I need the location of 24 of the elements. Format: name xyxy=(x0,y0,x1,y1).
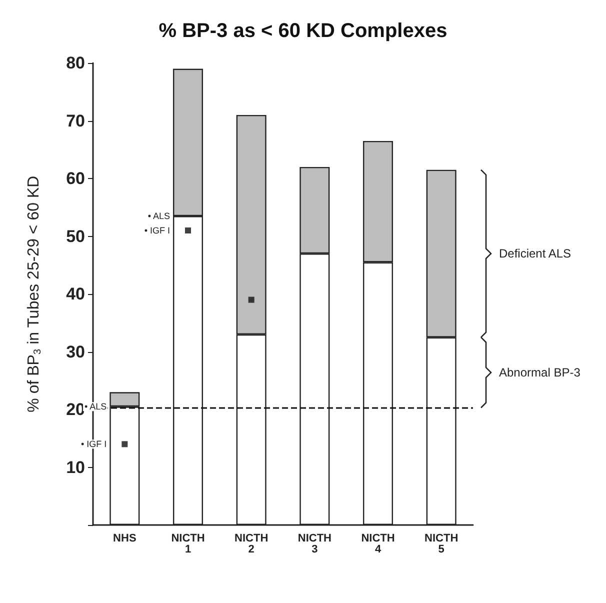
x-tick-label: NHS xyxy=(113,532,136,544)
x-tick-label: NICTH 4 xyxy=(361,532,395,556)
point xyxy=(122,441,128,448)
y-tick-label: 80 xyxy=(66,54,85,72)
y-tick-label: 40 xyxy=(66,284,85,304)
y-tick-label: 50 xyxy=(66,226,85,246)
y-axis-title: % of BP3 in Tubes 25-29 < 60 KD xyxy=(26,176,44,412)
annotation: • IGF I xyxy=(81,439,107,450)
text: Abnormal BP-3 xyxy=(499,366,581,380)
chart-title: % BP-3 as < 60 KD Complexes xyxy=(158,20,448,42)
x-tick-label: NICTH 1 xyxy=(171,532,205,556)
y-tick-label: 70 xyxy=(66,111,85,130)
annotation: • ALS xyxy=(148,211,170,222)
x-tick-label: NICTH 3 xyxy=(298,532,332,556)
annotation: • IGF I xyxy=(144,225,170,236)
annotation: • ALS xyxy=(84,402,107,412)
x-tick-label: NICTH 5 xyxy=(424,532,458,556)
point xyxy=(185,227,191,234)
text: Deficient ALS xyxy=(499,246,572,261)
y-tick-label: 60 xyxy=(66,169,85,188)
y-tick-label: 10 xyxy=(66,458,85,477)
y-tick-label: 30 xyxy=(66,342,85,362)
x-tick-label: NICTH 2 xyxy=(234,532,268,556)
point xyxy=(248,296,254,303)
